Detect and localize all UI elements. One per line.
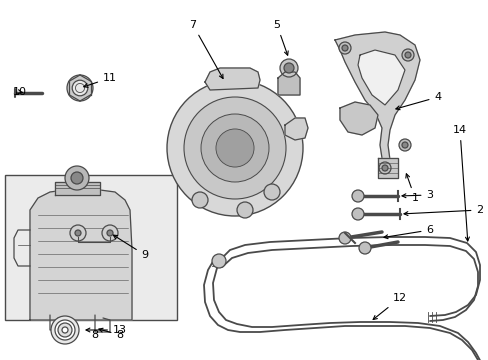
Circle shape [398,139,410,151]
Circle shape [183,97,285,199]
Circle shape [338,42,350,54]
Circle shape [378,162,390,174]
Circle shape [75,230,81,236]
Circle shape [358,242,370,254]
Circle shape [102,225,118,241]
Text: 3: 3 [401,190,433,200]
Circle shape [216,129,254,167]
Polygon shape [377,158,397,178]
Polygon shape [357,50,404,105]
Text: 13: 13 [86,325,127,335]
Polygon shape [278,72,299,95]
Circle shape [72,80,88,96]
Circle shape [237,202,252,218]
Circle shape [201,114,268,182]
Text: 9: 9 [113,235,148,260]
Circle shape [67,75,93,101]
Circle shape [65,166,89,190]
Circle shape [107,230,113,236]
Circle shape [341,45,347,51]
Text: 2: 2 [403,205,483,216]
Polygon shape [30,190,132,320]
Circle shape [351,208,363,220]
Text: 11: 11 [83,73,117,87]
Text: 7: 7 [189,20,223,78]
Text: 12: 12 [372,293,406,319]
Circle shape [401,142,407,148]
Circle shape [338,232,350,244]
Circle shape [264,184,280,200]
Text: 10: 10 [13,87,27,97]
Text: 8: 8 [91,330,99,340]
Text: 8: 8 [99,328,123,340]
Circle shape [351,190,363,202]
Circle shape [51,316,79,344]
Circle shape [70,225,86,241]
Polygon shape [285,118,307,140]
Circle shape [58,323,72,337]
Circle shape [71,172,83,184]
Circle shape [212,254,225,268]
Circle shape [167,80,303,216]
Circle shape [192,192,207,208]
Polygon shape [334,32,419,170]
Circle shape [381,165,387,171]
Circle shape [62,327,68,333]
Text: 14: 14 [452,125,468,241]
Polygon shape [204,68,260,90]
Circle shape [280,59,297,77]
Text: 4: 4 [395,92,441,110]
Text: 1: 1 [405,174,418,203]
Circle shape [401,49,413,61]
Bar [5,175,177,320]
Circle shape [404,52,410,58]
Polygon shape [55,182,100,195]
Circle shape [284,63,293,73]
Text: 6: 6 [383,225,433,239]
Polygon shape [339,102,377,135]
Text: 5: 5 [273,20,287,55]
Circle shape [55,320,75,340]
